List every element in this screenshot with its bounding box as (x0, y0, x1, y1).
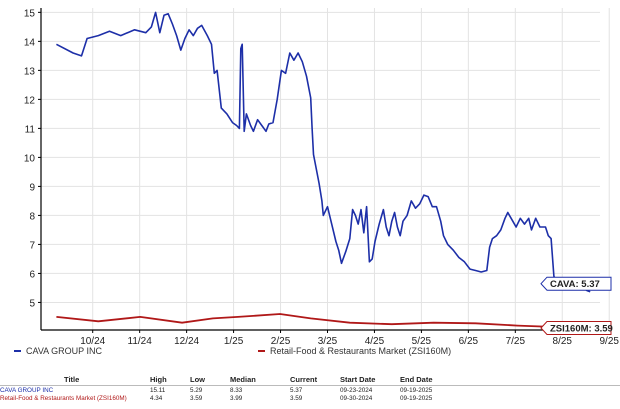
row-current: 5.37 (290, 386, 303, 394)
legend-cava-swatch (14, 350, 21, 352)
header-title: Title (0, 374, 150, 386)
x-tick-label: 5/25 (412, 336, 432, 345)
stats-table: Title High Low Median Current Start Date… (0, 374, 620, 402)
market-index-line (56, 313, 591, 329)
x-axis-labels: 10/24 11/24 12/24 1/25 2/25 3/25 4/25 5/25 6/25 7… (80, 336, 619, 345)
stock-chart: 5 6 7 8 9 10 11 12 13 14 15 10/24 11/24 12/24 1/25 2/2… (24, 8, 619, 345)
table-row: CAVA GROUP INC 15.11 5.29 8.33 5.37 09-2… (0, 386, 620, 395)
x-tick-label: 1/25 (224, 336, 244, 345)
header-low: Low (190, 374, 230, 386)
row-low: 3.59 (190, 394, 203, 402)
row-title-link[interactable]: CAVA GROUP INC (0, 386, 54, 394)
row-title-link[interactable]: Retail-Food & Restaurants Market (ZSI160… (0, 394, 127, 402)
row-median: 8.33 (230, 386, 243, 394)
row-title-cell[interactable]: CAVA GROUP INC (0, 386, 150, 395)
row-start-date: 09-30-2024 (340, 394, 373, 402)
table-row: Retail-Food & Restaurants Market (ZSI160… (0, 394, 620, 402)
cava-end-tag: CAVA: 5.37 (540, 276, 612, 291)
x-tick-label: 12/24 (174, 336, 199, 345)
header-current: Current (290, 374, 340, 386)
y-tick-label: 6 (29, 269, 35, 280)
y-tick-label: 10 (24, 153, 36, 164)
y-tick-label: 9 (29, 182, 35, 193)
legend-market-swatch (258, 350, 265, 352)
row-end-date: 09-19-2025 (400, 386, 433, 394)
header-high: High (150, 374, 190, 386)
x-tick-label: 10/24 (80, 336, 105, 345)
x-tick-label: 2/25 (271, 336, 291, 345)
row-start-date: 09-23-2024 (340, 386, 373, 394)
row-end-date: 09-19-2025 (400, 394, 433, 402)
header-end-date: End Date (400, 374, 620, 386)
x-tick-label: 11/24 (128, 336, 153, 345)
y-tick-label: 13 (24, 66, 36, 77)
legend-market: Retail-Food & Restaurants Market (ZSI160… (258, 346, 451, 356)
x-tick-label: 7/25 (506, 336, 526, 345)
y-tick-label: 7 (29, 240, 35, 251)
stats-header-row: Title High Low Median Current Start Date… (0, 374, 620, 386)
legend-market-label: Retail-Food & Restaurants Market (ZSI160… (270, 346, 452, 356)
x-tick-label: 6/25 (459, 336, 479, 345)
end-tag-label: CAVA: 5.37 (550, 279, 600, 290)
header-start-date: Start Date (340, 374, 400, 386)
legend-cava-label: CAVA GROUP INC (26, 346, 103, 356)
row-high: 4.34 (150, 394, 163, 402)
legend-cava: CAVA GROUP INC (14, 346, 102, 356)
y-tick-label: 12 (24, 95, 36, 106)
row-title-cell[interactable]: Retail-Food & Restaurants Market (ZSI160… (0, 394, 150, 402)
row-median: 3.99 (230, 394, 243, 402)
y-tick-label: 11 (25, 124, 36, 135)
y-tick-label: 14 (24, 37, 36, 48)
x-tick-label: 3/25 (318, 336, 338, 345)
end-value-tags: CAVA: 5.37 ZSI160M: 3.59 (540, 276, 613, 335)
row-low: 5.29 (190, 386, 203, 394)
end-tag-box (540, 276, 612, 291)
x-tick-label: 4/25 (365, 336, 385, 345)
end-tag-label: ZSI160M: 3.59 (550, 324, 613, 335)
y-tick-label: 8 (29, 211, 35, 222)
y-tick-label: 15 (24, 8, 36, 19)
x-tick-label: 9/25 (599, 336, 619, 345)
row-current: 3.59 (290, 394, 303, 402)
y-axis-labels: 5 6 7 8 9 10 11 12 13 14 15 (24, 8, 36, 309)
header-median: Median (230, 374, 290, 386)
row-high: 15.11 (150, 386, 166, 394)
cava-price-line (56, 11, 591, 293)
x-tick-label: 8/25 (553, 336, 573, 345)
series-lines (56, 11, 591, 329)
market-end-tag: ZSI160M: 3.59 (540, 321, 613, 335)
y-tick-label: 5 (29, 298, 35, 309)
grid-lines (38, 8, 610, 333)
end-tag-box (540, 321, 612, 335)
